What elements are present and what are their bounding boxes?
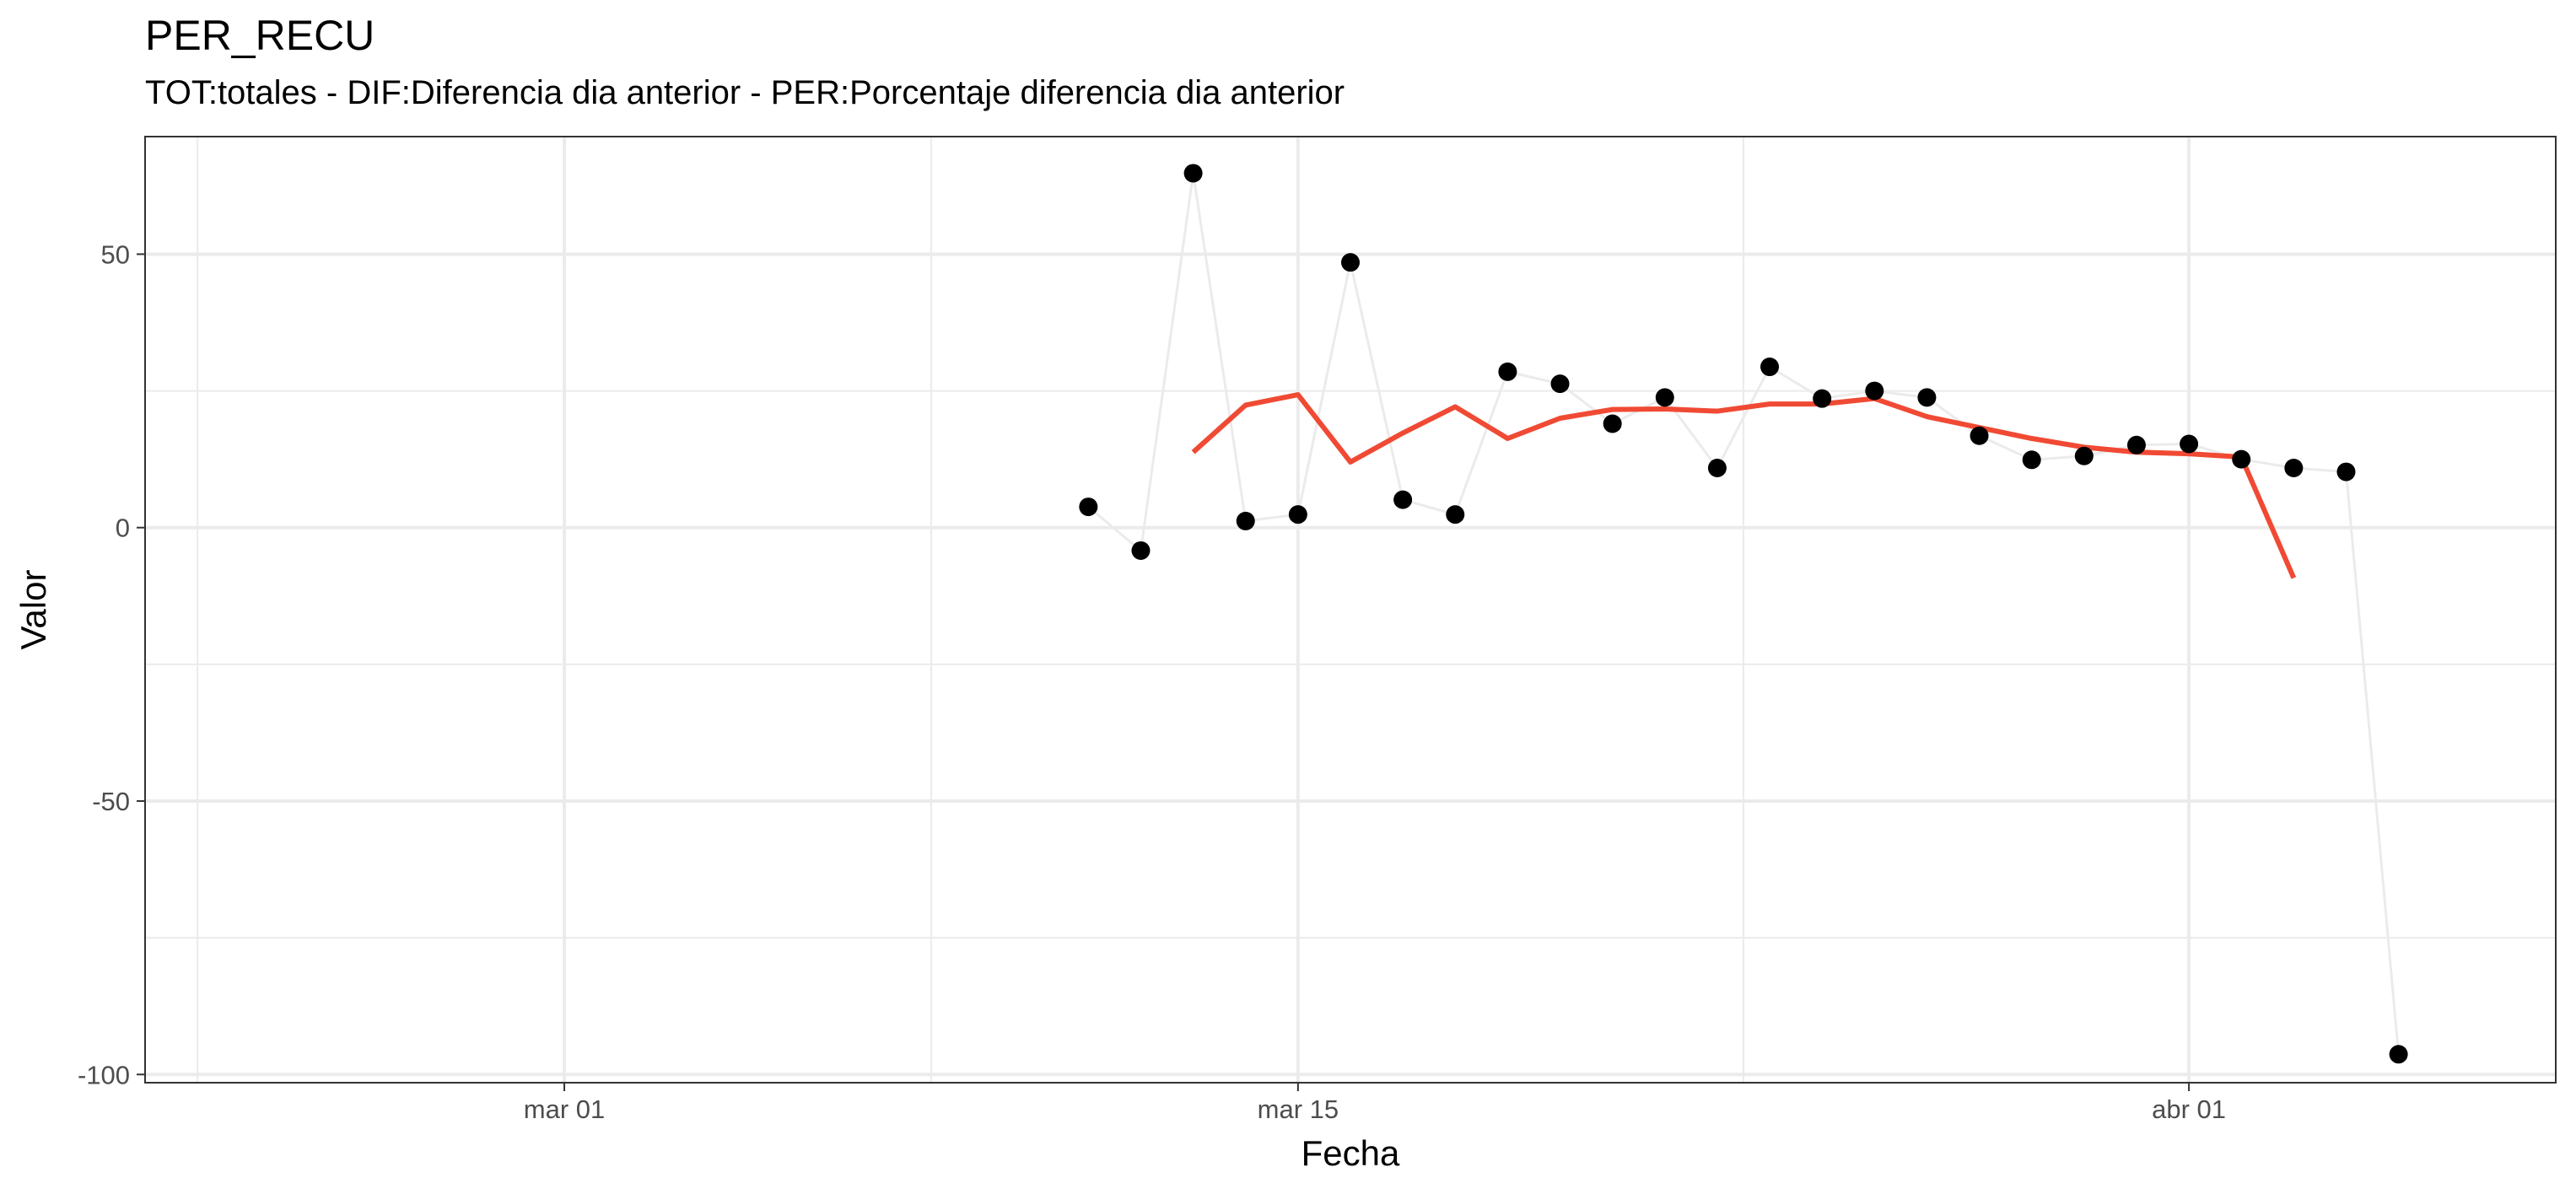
y-tick-label: -50 xyxy=(92,787,130,816)
data-point xyxy=(1446,505,1465,524)
y-tick-label: 50 xyxy=(101,239,130,269)
grid-minor xyxy=(145,137,2556,1083)
smooth-line-layer xyxy=(1191,392,2297,579)
data-point xyxy=(1498,362,1517,381)
data-point xyxy=(2336,462,2356,481)
data-point xyxy=(2022,450,2041,470)
data-point xyxy=(1865,381,1884,401)
y-tick-label: -100 xyxy=(78,1060,130,1089)
data-point xyxy=(1707,459,1727,478)
data-point xyxy=(1550,374,1570,394)
chart-subtitle: TOT:totales - DIF:Diferencia dia anterio… xyxy=(145,74,1345,111)
data-point xyxy=(1236,511,1255,530)
y-tick-label: 0 xyxy=(116,514,130,543)
data-point xyxy=(2284,459,2304,478)
data-point xyxy=(1079,498,1098,517)
data-point xyxy=(1655,388,1674,407)
plot-panel-background xyxy=(145,137,2556,1083)
data-point xyxy=(1341,253,1360,272)
series-smooth-line xyxy=(1191,392,2297,579)
plot-panel-border xyxy=(144,136,2557,1084)
data-point xyxy=(1970,426,1989,445)
data-point xyxy=(1917,388,1937,407)
axis-tick-labels: 50 0 -50 -100 mar 01 mar 15 abr 01 xyxy=(78,239,2226,1124)
y-axis-title: Valor xyxy=(13,570,53,650)
x-tick-label: abr 01 xyxy=(2152,1094,2226,1124)
chart-title: PER_RECU xyxy=(145,12,375,59)
axis-ticks xyxy=(137,253,2191,1091)
data-point xyxy=(2074,446,2094,465)
data-point xyxy=(2126,435,2146,454)
x-tick-label: mar 15 xyxy=(1258,1094,1339,1124)
data-point xyxy=(1131,541,1151,560)
data-point xyxy=(1813,389,1832,408)
data-point xyxy=(1393,490,1413,509)
data-point xyxy=(2180,434,2199,454)
points-layer xyxy=(1079,164,2408,1064)
x-axis-title: Fecha xyxy=(1301,1133,1400,1173)
data-point xyxy=(1183,164,1203,183)
data-point xyxy=(2232,449,2251,469)
data-point xyxy=(1288,505,1307,524)
data-point xyxy=(1760,358,1780,377)
data-point xyxy=(2389,1045,2408,1064)
data-point xyxy=(1603,414,1622,433)
x-tick-label: mar 01 xyxy=(524,1094,605,1124)
